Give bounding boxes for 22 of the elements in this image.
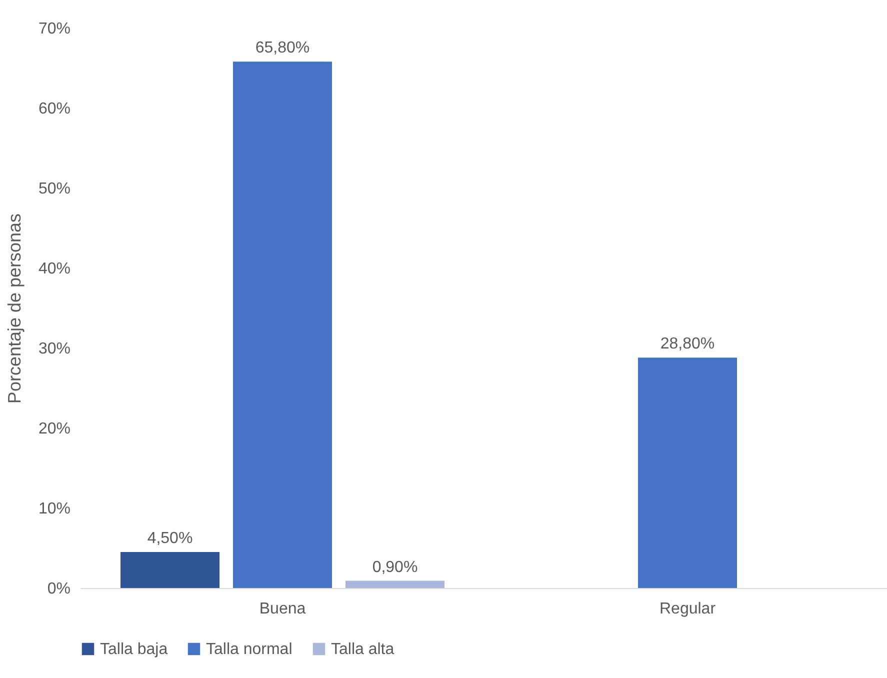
y-tick-label: 40% — [38, 260, 70, 278]
legend-label: Talla normal — [206, 641, 292, 658]
x-tick-label: Buena — [259, 600, 306, 618]
data-label: 4,50% — [147, 530, 193, 547]
y-tick-label: 60% — [38, 100, 70, 118]
bar — [346, 580, 444, 588]
y-tick-label: 30% — [38, 340, 70, 358]
y-tick-label: 50% — [38, 180, 70, 198]
y-axis-title: Porcentaje de personas — [4, 213, 24, 404]
bar — [120, 552, 220, 588]
y-tick-label: 0% — [47, 580, 70, 598]
y-tick-label: 70% — [38, 20, 70, 38]
bar — [233, 62, 332, 588]
legend-label: Talla alta — [331, 641, 394, 658]
data-label: 0,90% — [372, 558, 418, 576]
y-tick-label: 20% — [38, 420, 70, 438]
legend-label: Talla baja — [100, 641, 168, 658]
x-tick-label: Regular — [659, 600, 716, 618]
data-label: 65,80% — [255, 40, 310, 57]
data-label: 28,80% — [660, 336, 715, 353]
bar — [638, 358, 737, 588]
y-tick-label: 10% — [38, 500, 70, 518]
